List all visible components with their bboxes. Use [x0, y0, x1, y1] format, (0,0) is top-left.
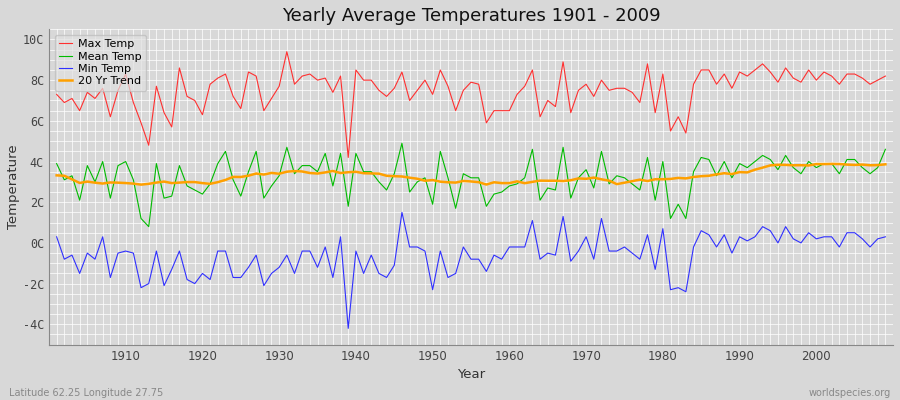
Text: worldspecies.org: worldspecies.org	[809, 388, 891, 398]
Mean Temp	[143, 224, 154, 229]
Min Temp	[611, 249, 622, 254]
Title: Yearly Average Temperatures 1901 - 2009: Yearly Average Temperatures 1901 - 2009	[282, 7, 661, 25]
Min Temp	[328, 275, 338, 280]
20 Yr Trend	[335, 171, 346, 176]
Min Temp	[880, 234, 891, 239]
Max Temp	[511, 92, 522, 97]
X-axis label: Year: Year	[457, 368, 485, 381]
Y-axis label: Temperature: Temperature	[7, 145, 20, 229]
Mean Temp	[519, 176, 530, 180]
Line: 20 Yr Trend: 20 Yr Trend	[57, 164, 886, 185]
Mean Temp	[511, 182, 522, 186]
20 Yr Trend	[112, 180, 123, 185]
Max Temp	[335, 74, 346, 78]
20 Yr Trend	[289, 169, 300, 174]
Max Temp	[112, 88, 123, 93]
Mean Temp	[112, 163, 123, 168]
20 Yr Trend	[511, 179, 522, 184]
Mean Temp	[611, 173, 622, 178]
Max Temp	[880, 74, 891, 78]
Max Temp	[343, 155, 354, 160]
Max Temp	[519, 84, 530, 89]
Max Temp	[289, 82, 300, 87]
Line: Mean Temp: Mean Temp	[57, 143, 886, 227]
Mean Temp	[51, 161, 62, 166]
Max Temp	[611, 86, 622, 91]
Legend: Max Temp, Mean Temp, Min Temp, 20 Yr Trend: Max Temp, Mean Temp, Min Temp, 20 Yr Tre…	[55, 35, 146, 91]
Min Temp	[112, 251, 123, 256]
20 Yr Trend	[504, 181, 515, 186]
Max Temp	[51, 92, 62, 97]
Text: Latitude 62.25 Longitude 27.75: Latitude 62.25 Longitude 27.75	[9, 388, 163, 398]
Mean Temp	[880, 147, 891, 152]
20 Yr Trend	[880, 162, 891, 167]
20 Yr Trend	[826, 162, 837, 166]
Min Temp	[51, 234, 62, 239]
Min Temp	[511, 244, 522, 249]
Min Temp	[519, 244, 530, 249]
20 Yr Trend	[51, 173, 62, 178]
20 Yr Trend	[136, 182, 147, 187]
Max Temp	[282, 49, 292, 54]
Mean Temp	[397, 141, 408, 146]
Min Temp	[397, 210, 408, 215]
Min Temp	[343, 326, 354, 331]
Line: Max Temp: Max Temp	[57, 52, 886, 158]
20 Yr Trend	[604, 178, 615, 183]
Mean Temp	[289, 171, 300, 176]
Mean Temp	[335, 151, 346, 156]
Min Temp	[282, 253, 292, 258]
Line: Min Temp: Min Temp	[57, 212, 886, 328]
